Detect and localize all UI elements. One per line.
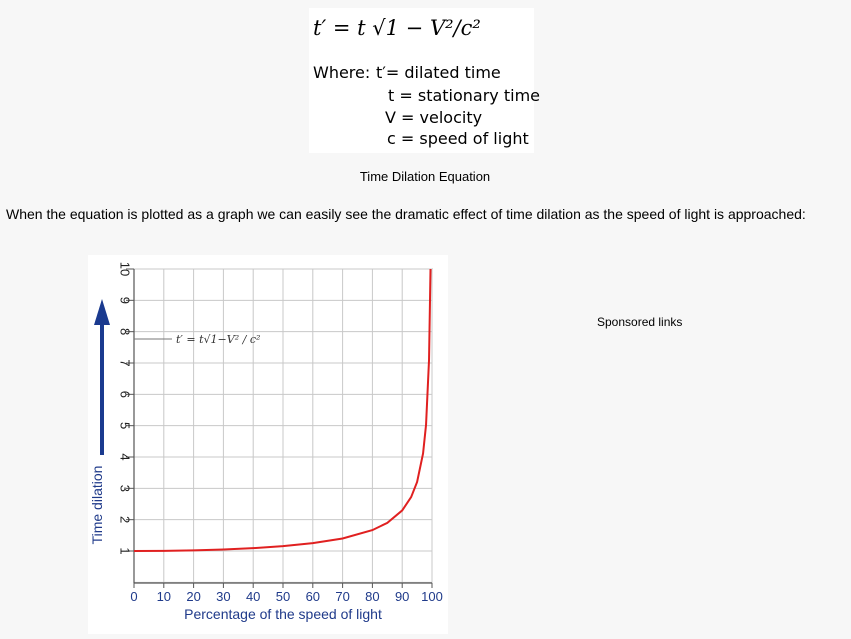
sponsored-links[interactable]: Sponsored links [597,315,683,329]
x-tick-label: 100 [421,589,443,604]
y-tick-label: 5 [118,422,133,429]
x-axis-label: Percentage of the speed of light [184,606,382,622]
where-label: Where: [313,63,371,82]
y-axis-arrow-head [94,299,110,325]
x-tick-label: 10 [157,589,171,604]
y-tick-label: 10 [118,262,133,276]
y-axis-label: Time dilation [89,466,105,545]
y-tick-label: 1 [118,547,133,554]
x-tick-label: 30 [216,589,230,604]
x-tick-label: 20 [186,589,200,604]
equation-caption: Time Dilation Equation [359,169,491,184]
y-tick-label: 2 [118,516,133,523]
x-tick-label: 0 [130,589,137,604]
definition-speed-of-light: c = speed of light [387,129,529,148]
definition-stationary-time: t = stationary time [388,86,540,105]
intro-paragraph: When the equation is plotted as a graph … [6,206,806,222]
equation-formula-text: t′ = t √1 − V²/c² [313,16,481,40]
series-line [133,268,432,552]
y-tick-label: 6 [118,391,133,398]
equation-annotation: t′ = t√1−V² / c² [176,333,260,346]
x-tick-label: 70 [335,589,349,604]
x-tick-label: 90 [395,589,409,604]
equation-card: t′ = t √1 − V²/c² Where: t′= dilated tim… [309,8,540,153]
y-tick-label: 7 [118,359,133,366]
equation-formula: t′ = t √1 − V²/c² [313,16,533,40]
definition-dilated-time: t′= dilated time [376,63,501,82]
x-tick-label: 60 [306,589,320,604]
time-dilation-chart: 1 2 3 4 5 6 7 8 9 10 0 10 20 30 40 50 60 70 80 90 100 Percent… [88,255,448,634]
y-tick-label: 9 [118,297,133,304]
y-tick-label: 4 [118,453,133,460]
x-tick-label: 80 [365,589,379,604]
definition-velocity: V = velocity [385,108,483,127]
x-tick-label: 50 [276,589,290,604]
y-tick-label: 3 [118,485,133,492]
x-tick-label: 40 [246,589,260,604]
y-tick-label: 8 [118,328,133,335]
